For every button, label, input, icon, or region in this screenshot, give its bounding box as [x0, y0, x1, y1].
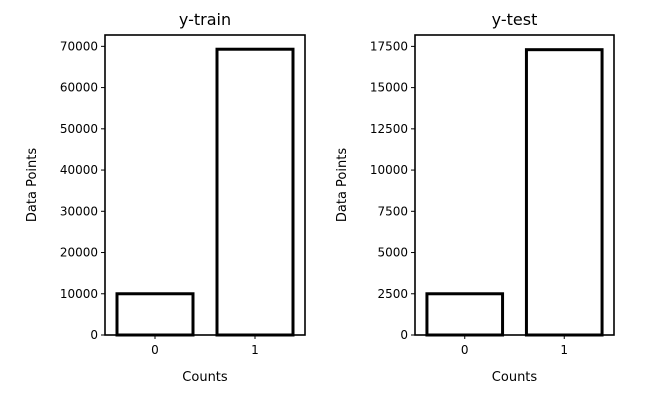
y-tick-label-y-train-0: 0: [90, 328, 98, 342]
y-tick-label-y-test-10000: 10000: [370, 163, 408, 177]
y-tick-label-y-test-15000: 15000: [370, 81, 408, 95]
y-tick-label-y-train-20000: 20000: [60, 246, 98, 260]
y-tick-label-y-test-7500: 7500: [377, 204, 408, 218]
y-tick-label-y-test-2500: 2500: [377, 287, 408, 301]
x-tick-label-y-test-1: 1: [560, 343, 568, 357]
y-tick-label-y-train-30000: 30000: [60, 204, 98, 218]
y-tick-label-y-train-50000: 50000: [60, 122, 98, 136]
x-tick-label-y-train-1: 1: [251, 343, 259, 357]
bar-y-train-0: [115, 292, 195, 337]
y-tick-label-y-test-17500: 17500: [370, 39, 408, 53]
x-tick-label-y-test-0: 0: [461, 343, 469, 357]
chart-panel-y-train: 0 10000 20000 30000 40000 50000 60000 70000 0 1 y-…: [25, 10, 306, 385]
x-axis-label-y-test: Counts: [492, 370, 538, 385]
y-tick-label-y-train-70000: 70000: [60, 39, 98, 53]
x-axis-label-y-train: Counts: [182, 370, 228, 385]
y-tick-label-y-train-10000: 10000: [60, 287, 98, 301]
bar-y-test-1: [524, 48, 604, 337]
y-tick-label-y-test-12500: 12500: [370, 122, 408, 136]
bar-y-test-0: [425, 292, 505, 337]
y-tick-label-y-train-60000: 60000: [60, 81, 98, 95]
y-tick-label-y-train-40000: 40000: [60, 163, 98, 177]
y-axis-label-y-test: Data Points: [335, 148, 350, 222]
y-tick-label-y-test-0: 0: [400, 328, 408, 342]
plot-frame-y-test: [414, 34, 615, 336]
chart-title-y-train: y-train: [179, 10, 231, 29]
x-tick-label-y-train-0: 0: [151, 343, 159, 357]
plot-frame-y-train: [104, 34, 306, 336]
y-axis-label-y-train: Data Points: [25, 148, 40, 222]
y-tick-label-y-test-5000: 5000: [377, 246, 408, 260]
bar-y-train-1: [215, 47, 295, 337]
chart-panel-y-test: 0 2500 5000 7500 10000 12500 15000 17500 0 1 y-tes…: [335, 10, 615, 385]
chart-title-y-test: y-test: [492, 10, 538, 29]
